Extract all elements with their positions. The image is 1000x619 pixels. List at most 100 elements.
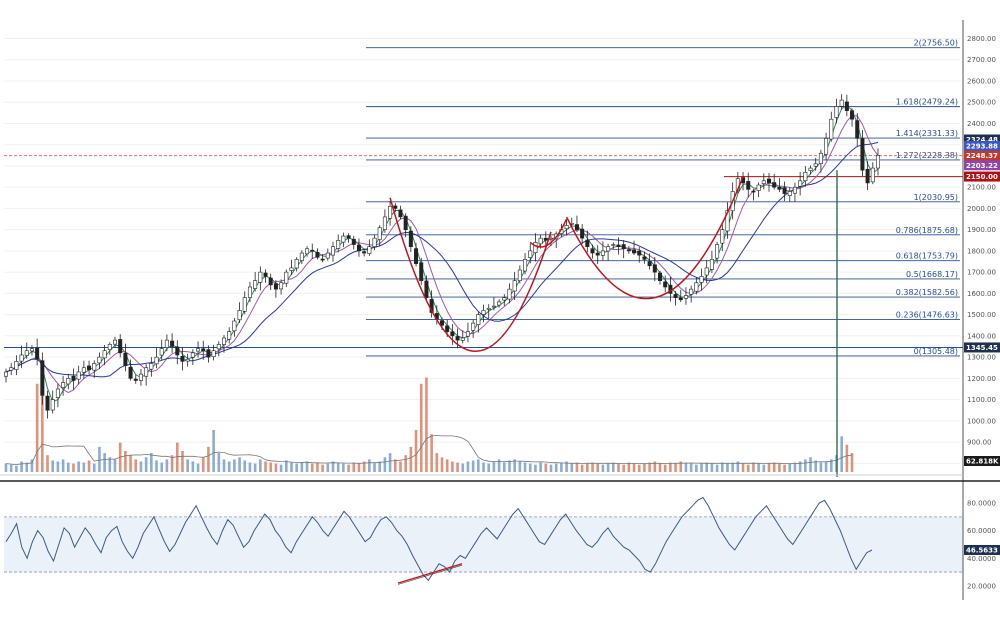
candle-body <box>211 350 216 358</box>
candle <box>144 364 149 386</box>
volume-bar <box>25 462 29 472</box>
candle <box>782 181 787 201</box>
candle-body <box>9 367 14 371</box>
rsi-value-badge-text: 46.5633 <box>966 546 998 554</box>
volume-bar <box>20 461 23 472</box>
volume-badge: 62.818K <box>964 456 1000 466</box>
candle-body <box>647 261 652 267</box>
candle-body <box>325 252 330 259</box>
candle-body <box>450 331 455 337</box>
candle-body <box>756 184 761 191</box>
candle-body <box>798 180 803 187</box>
volume-bar <box>736 461 740 472</box>
volume-bar <box>461 463 465 472</box>
volume-bar <box>175 442 179 472</box>
candle-body <box>19 354 24 362</box>
candle <box>279 279 284 295</box>
volume-bar <box>399 461 402 472</box>
rsi-axis-tick-label: 40.0000 <box>967 555 996 563</box>
rsi-trendline <box>397 563 463 584</box>
volume-bar <box>700 463 703 472</box>
volume-bar <box>290 462 293 472</box>
candle <box>294 257 299 272</box>
volume-bar <box>513 459 516 472</box>
candle-body <box>772 182 777 188</box>
candle <box>875 148 880 176</box>
candle <box>694 277 699 295</box>
candle <box>377 225 382 247</box>
volume-bar <box>435 453 439 472</box>
fib-level-label: 1.414(2331.33) <box>896 129 958 138</box>
candle-body <box>159 348 164 356</box>
price-axis-tick-label: 1800.00 <box>967 247 996 255</box>
volume-bar <box>487 463 491 472</box>
candle-body <box>548 237 553 240</box>
candle <box>227 327 232 344</box>
volume-bar <box>300 462 304 472</box>
volume-bar <box>124 451 127 472</box>
candle <box>97 352 102 370</box>
candle <box>709 250 714 273</box>
candle-body <box>206 349 211 358</box>
price-axis-tick-label: 2800.00 <box>967 35 996 43</box>
candle-body <box>222 337 227 345</box>
candle <box>367 239 372 256</box>
candle-body <box>834 106 839 118</box>
volume-bar <box>414 430 418 472</box>
candle-body <box>40 360 45 396</box>
volume-bar <box>41 392 44 472</box>
volume-bar <box>611 462 615 472</box>
candle-body <box>419 262 424 281</box>
volume-bar <box>814 460 818 472</box>
candle <box>232 318 237 337</box>
candle-body <box>818 152 823 165</box>
volume-bar <box>35 383 39 472</box>
volume-bar <box>518 461 522 472</box>
volume-bar <box>528 463 532 472</box>
candle <box>652 256 657 282</box>
candle <box>372 234 377 251</box>
volume-bar <box>606 463 610 472</box>
candle <box>403 213 408 238</box>
volume-bar <box>326 463 330 472</box>
candle <box>284 269 289 287</box>
volume-bar <box>9 464 13 472</box>
volume-bar <box>274 463 278 472</box>
candle-body <box>341 235 346 243</box>
volume-bar <box>778 463 781 472</box>
volume-bar <box>134 459 138 472</box>
candle <box>808 165 813 175</box>
volume-bar <box>404 455 407 472</box>
candle-body <box>201 348 206 352</box>
fib-level-label: 0.5(1668.17) <box>906 270 958 279</box>
candle-body <box>751 190 756 193</box>
volume-bar <box>201 457 205 472</box>
candle-body <box>351 238 356 245</box>
volume-bar <box>783 464 786 472</box>
candle <box>29 345 34 356</box>
annotation-layer <box>389 170 838 477</box>
candle <box>528 243 533 264</box>
candle-body <box>632 249 637 254</box>
candle-body <box>460 337 465 341</box>
candle-body <box>455 336 460 341</box>
volume-bar <box>181 451 184 472</box>
candle <box>517 265 522 284</box>
price-axis-tick-label: 1000.00 <box>967 417 996 425</box>
candle-body <box>144 367 149 377</box>
volume-bar <box>648 462 651 472</box>
candle <box>154 347 159 369</box>
candle-body <box>600 250 605 256</box>
candle-body <box>185 358 190 362</box>
candle-body <box>107 344 112 350</box>
price-badge-text: 2203.22 <box>966 162 998 170</box>
volume-bar <box>222 459 226 472</box>
volume-bar <box>66 462 70 472</box>
rsi-axis-tick-label: 20.0000 <box>967 582 996 590</box>
volume-bar <box>352 462 356 472</box>
candle-body <box>860 138 865 171</box>
rsi-band-fill <box>4 516 963 573</box>
candle-body <box>154 356 159 365</box>
candle <box>128 359 133 381</box>
